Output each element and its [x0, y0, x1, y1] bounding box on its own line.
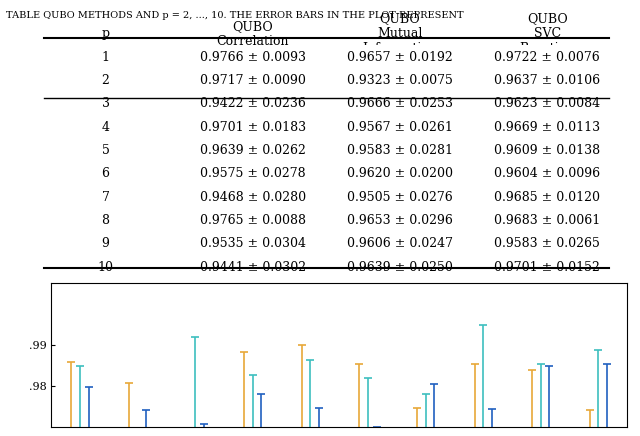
Text: TABLE QUBO METHODS AND p = 2, ..., 10. THE ERROR BARS IN THE PLOT REPRESENT: TABLE QUBO METHODS AND p = 2, ..., 10. T…: [6, 11, 464, 20]
